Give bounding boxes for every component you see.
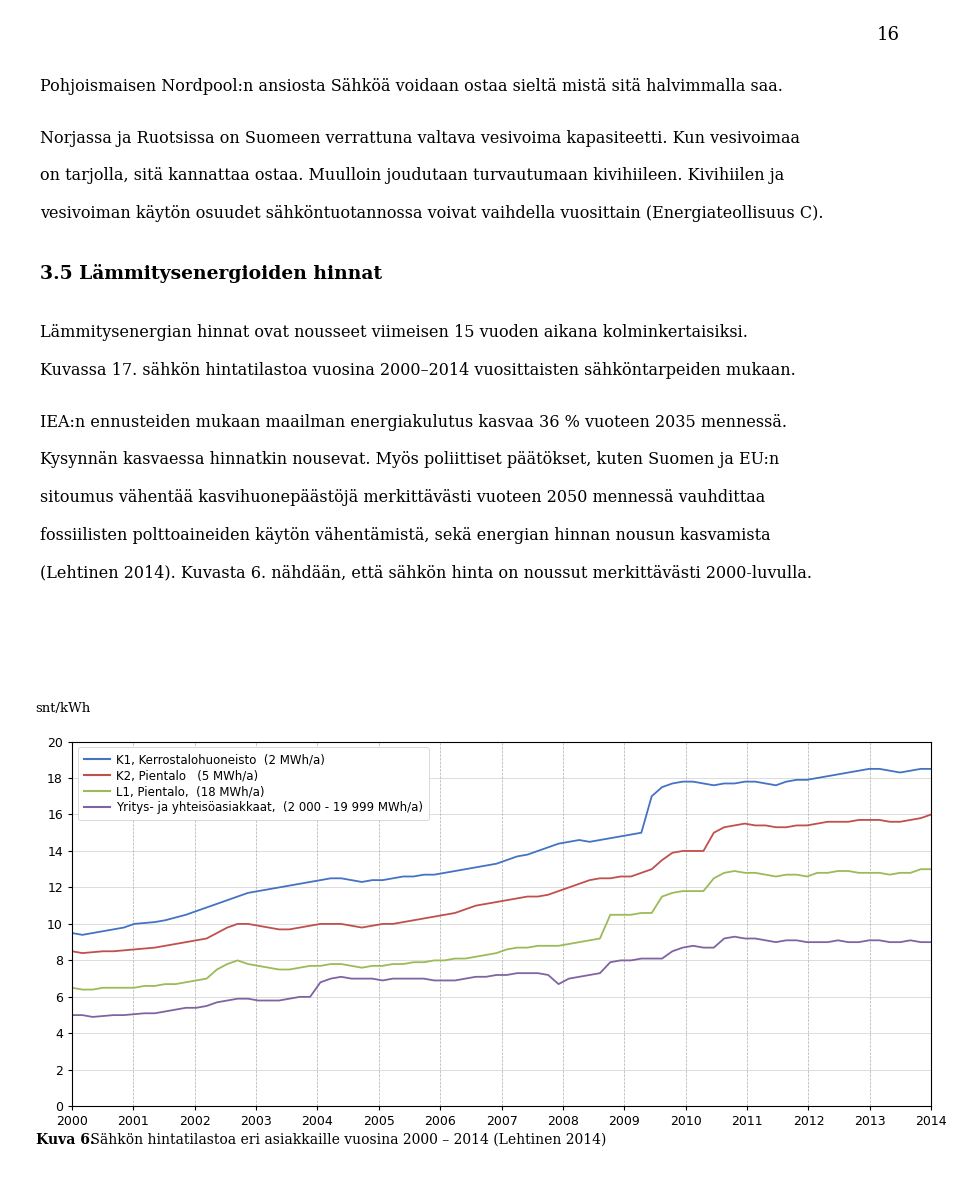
Text: Pohjoismaisen Nordpool:n ansiosta Sähköä voidaan ostaa sieltä mistä sitä halvimm: Pohjoismaisen Nordpool:n ansiosta Sähköä… (40, 78, 783, 94)
Text: Kuvassa 17. sähkön hintatilastoa vuosina 2000–2014 vuosittaisten sähköntarpeiden: Kuvassa 17. sähkön hintatilastoa vuosina… (40, 361, 796, 379)
Text: Kysynnän kasvaessa hinnatkin nousevat. Myös poliittiset päätökset, kuten Suomen : Kysynnän kasvaessa hinnatkin nousevat. M… (40, 451, 780, 469)
Text: Sähkön hintatilastoa eri asiakkaille vuosina 2000 – 2014 (Lehtinen 2014): Sähkön hintatilastoa eri asiakkaille vuo… (86, 1133, 607, 1147)
Text: Kuva 6.: Kuva 6. (36, 1133, 94, 1147)
Text: Lämmitysenergian hinnat ovat nousseet viimeisen 15 vuoden aikana kolminkertaisik: Lämmitysenergian hinnat ovat nousseet vi… (40, 324, 748, 341)
Text: 3.5 Lämmitysenergioiden hinnat: 3.5 Lämmitysenergioiden hinnat (40, 264, 382, 283)
Legend: K1, Kerrostalohuoneisto  (2 MWh/a), K2, Pientalo   (5 MWh/a), L1, Pientalo,  (18: K1, Kerrostalohuoneisto (2 MWh/a), K2, P… (78, 748, 428, 820)
Text: on tarjolla, sitä kannattaa ostaa. Muulloin joudutaan turvautumaan kivihiileen. : on tarjolla, sitä kannattaa ostaa. Muull… (40, 167, 784, 184)
Text: snt/kWh: snt/kWh (36, 702, 91, 715)
Text: 16: 16 (876, 26, 900, 44)
Text: sitoumus vähentää kasvihuonepäästöjä merkittävästi vuoteen 2050 mennessä vauhdit: sitoumus vähentää kasvihuonepäästöjä mer… (40, 489, 765, 506)
Text: vesivoiman käytön osuudet sähköntuotannossa voivat vaihdella vuosittain (Energia: vesivoiman käytön osuudet sähköntuotanno… (40, 205, 824, 222)
Text: fossiilisten polttoaineiden käytön vähentämistä, sekä energian hinnan nousun kas: fossiilisten polttoaineiden käytön vähen… (40, 526, 771, 544)
Text: Norjassa ja Ruotsissa on Suomeen verrattuna valtava vesivoima kapasiteetti. Kun : Norjassa ja Ruotsissa on Suomeen verratt… (40, 129, 801, 147)
Text: (Lehtinen 2014). Kuvasta 6. nähdään, että sähkön hinta on noussut merkittävästi : (Lehtinen 2014). Kuvasta 6. nähdään, ett… (40, 565, 812, 581)
Text: IEA:n ennusteiden mukaan maailman energiakulutus kasvaa 36 % vuoteen 2035 mennes: IEA:n ennusteiden mukaan maailman energi… (40, 414, 787, 431)
